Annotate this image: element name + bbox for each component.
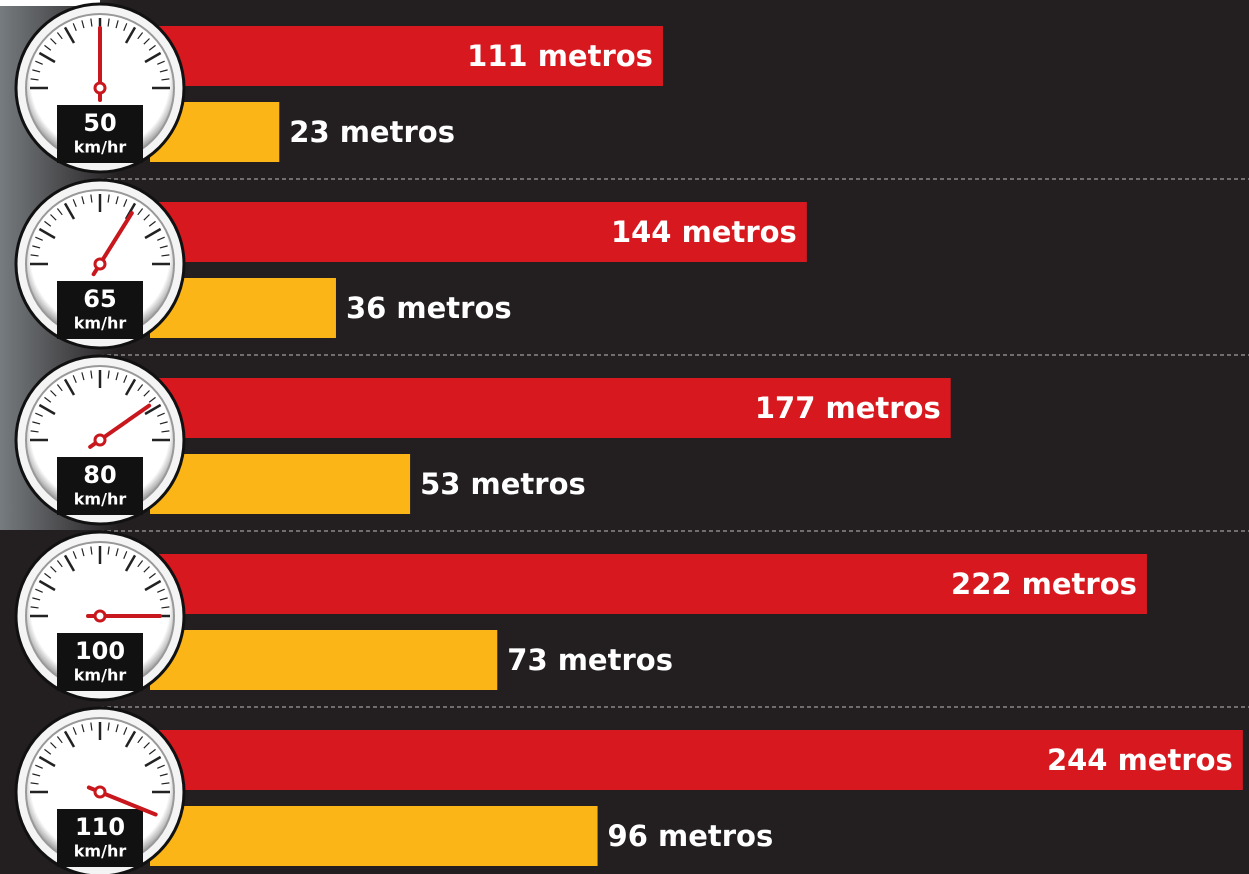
bar-label: 177 metros — [755, 391, 941, 425]
short-bar — [150, 454, 410, 514]
speed-unit: km/hr — [74, 314, 127, 333]
bar-label: 96 metros — [608, 819, 774, 853]
speed-value: 50 — [83, 109, 116, 137]
bar-label: 111 metros — [467, 39, 653, 73]
speed-value: 100 — [75, 637, 125, 665]
page: {"chart_data": {"type": "bar", "categori… — [0, 0, 1249, 874]
speed-unit: km/hr — [74, 842, 127, 861]
speed-unit: km/hr — [74, 490, 127, 509]
needle-hub — [95, 259, 105, 269]
needle-hub — [95, 787, 105, 797]
bar-label: 36 metros — [346, 291, 512, 325]
short-bar — [150, 806, 598, 866]
bar-label: 23 metros — [289, 115, 455, 149]
bar-label: 144 metros — [611, 215, 797, 249]
bar-label: 53 metros — [420, 467, 586, 501]
bar-label: 222 metros — [951, 567, 1137, 601]
speed-unit: km/hr — [74, 138, 127, 157]
needle-hub — [95, 83, 105, 93]
needle-hub — [95, 611, 105, 621]
speedometer: 110km/hr — [16, 708, 184, 874]
needle-hub — [95, 435, 105, 445]
speed-value: 80 — [83, 461, 116, 489]
bar-label: 244 metros — [1047, 743, 1233, 777]
speed-unit: km/hr — [74, 666, 127, 685]
chart: 111 metros23 metros50km/hr144 metros36 m… — [0, 0, 1249, 874]
speedometer: 80km/hr — [16, 356, 184, 524]
speed-value: 65 — [83, 285, 116, 313]
short-bar — [150, 630, 497, 690]
bar-label: 73 metros — [507, 643, 673, 677]
speed-value: 110 — [75, 813, 125, 841]
speedometer: 100km/hr — [16, 532, 184, 700]
